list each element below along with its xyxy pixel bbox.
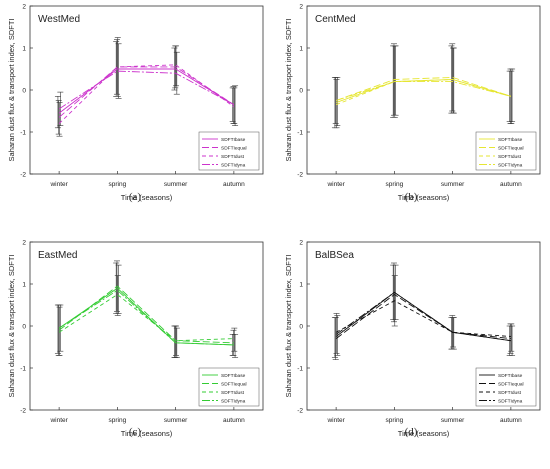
legend-label: SDFTIdust [498, 390, 522, 396]
x-axis-label: Time (seasons) [121, 193, 173, 202]
series-line-SDFTIdyna [335, 81, 511, 101]
legend-label: SDFTIequal [498, 382, 524, 388]
series-line-SDFTIequal [335, 76, 512, 101]
x-tick-label-summer: summer [441, 181, 465, 188]
y-tick-label: 2 [299, 240, 303, 247]
chart-title: WestMed [38, 14, 80, 25]
chart-title: EastMed [38, 250, 77, 261]
y-tick-label: -1 [297, 366, 303, 373]
series-line-SDFTIdust [58, 64, 235, 124]
y-tick-label: 1 [299, 282, 303, 289]
y-tick-label: 1 [22, 282, 26, 289]
x-tick-label-winter: winter [49, 417, 68, 424]
x-axis-label: Time (seasons) [121, 429, 173, 438]
x-tick-label-autumn: autumn [223, 181, 245, 188]
legend-label: SDFTIbase [498, 137, 523, 143]
series-line-SDFTIdust [58, 293, 234, 342]
x-tick-label-spring: spring [109, 181, 127, 188]
y-tick-label: -1 [20, 130, 26, 137]
panel-label: (c) [129, 426, 142, 438]
legend-label: SDFTIdyna [221, 163, 246, 169]
panel-label: (a) [129, 191, 142, 203]
legend-label: SDFTIdyna [221, 399, 246, 405]
chart-title: CentMed [315, 14, 356, 25]
chart-panel-2: CentMed -2 -1 0 1 2 winter spring summer autumn Ti… [284, 4, 541, 202]
chart-panel-1: WestMed -2 -1 0 1 2 winter spring summer autumn Ti… [7, 4, 264, 202]
y-tick-label: -2 [297, 408, 303, 415]
y-tick-label: 2 [22, 240, 26, 247]
legend-label: SDFTIbase [221, 373, 246, 379]
series-line-SDFTIdyna [58, 70, 235, 110]
y-tick-label: 0 [22, 324, 26, 331]
legend-box [198, 131, 260, 171]
y-axis-label: Saharan dust flux & transport index, SDF… [284, 19, 293, 162]
x-tick-label-spring: spring [386, 417, 404, 424]
x-tick-label-winter: winter [49, 181, 68, 188]
chart-panel-3: EastMed -2 -1 0 1 2 winter spring summer autumn Ti… [7, 240, 264, 438]
legend: SDFTIbase SDFTIequal SDFTIdust SDFTIdyna [198, 131, 260, 171]
x-tick-label-spring: spring [109, 417, 127, 424]
y-tick-label: 0 [299, 324, 303, 331]
series-line-SDFTIdyna [58, 289, 234, 346]
series-line-SDFTIdyna [335, 291, 511, 342]
x-tick-label-autumn: autumn [500, 417, 522, 424]
legend-label: SDFTIequal [221, 146, 247, 152]
y-tick-label: 2 [299, 4, 303, 11]
legend-label: SDFTIdyna [498, 399, 523, 405]
panel-label: (b) [405, 191, 418, 203]
y-tick-label: -1 [20, 366, 26, 373]
y-tick-label: 1 [22, 46, 26, 53]
x-tick-label-summer: summer [441, 417, 465, 424]
y-tick-label: 0 [299, 88, 303, 95]
series-line-SDFTIbase [335, 79, 511, 104]
x-tick-label-autumn: autumn [500, 181, 522, 188]
legend-label: SDFTIbase [221, 137, 246, 143]
x-tick-label-summer: summer [164, 417, 188, 424]
legend-label: SDFTIdust [498, 154, 522, 160]
chart-panel-4: BalBSea -2 -1 0 1 2 winter spring summer autumn Ti… [284, 240, 541, 438]
legend: SDFTIbase SDFTIequal SDFTIdust SDFTIdyna [198, 367, 260, 407]
x-tick-label-summer: summer [164, 181, 188, 188]
x-tick-label-winter: winter [326, 181, 345, 188]
legend-label: SDFTIdust [221, 154, 245, 160]
series-line-SDFTIequal [335, 293, 511, 340]
x-tick-label-autumn: autumn [223, 417, 245, 424]
legend-label: SDFTIequal [221, 382, 247, 388]
legend-label: SDFTIequal [498, 146, 524, 152]
y-tick-label: -1 [297, 130, 303, 137]
x-tick-label-spring: spring [386, 181, 404, 188]
panel-label: (d) [405, 426, 418, 438]
x-axis-label: Time (seasons) [398, 429, 450, 438]
series-line-SDFTIdust [335, 79, 511, 106]
series-line-SDFTIbase [58, 68, 235, 114]
legend-box [475, 131, 537, 171]
y-axis-label: Saharan dust flux & transport index, SDF… [284, 255, 293, 398]
legend-box [475, 367, 537, 407]
legend-label: SDFTIdyna [498, 163, 523, 169]
y-tick-label: -2 [20, 172, 26, 179]
y-tick-label: 1 [299, 46, 303, 53]
x-tick-label-winter: winter [326, 417, 345, 424]
legend: SDFTIbase SDFTIequal SDFTIdust SDFTIdyna [475, 131, 537, 171]
series-line-SDFTIequal [58, 285, 234, 344]
legend-box [198, 367, 260, 407]
chart-title: BalBSea [315, 250, 354, 261]
series-line-SDFTIequal [58, 66, 235, 118]
legend-label: SDFTIbase [498, 373, 523, 379]
y-axis-label: Saharan dust flux & transport index, SDF… [7, 255, 16, 398]
series-line-SDFTIdust [335, 300, 511, 337]
legend: SDFTIbase SDFTIequal SDFTIdust SDFTIdyna [475, 367, 537, 407]
legend-label: SDFTIdust [221, 390, 245, 396]
x-axis-label: Time (seasons) [398, 193, 450, 202]
y-tick-label: -2 [20, 408, 26, 415]
y-tick-label: -2 [297, 172, 303, 179]
y-tick-label: 0 [22, 88, 26, 95]
y-tick-label: 2 [22, 4, 26, 11]
y-axis-label: Saharan dust flux & transport index, SDF… [7, 19, 16, 162]
